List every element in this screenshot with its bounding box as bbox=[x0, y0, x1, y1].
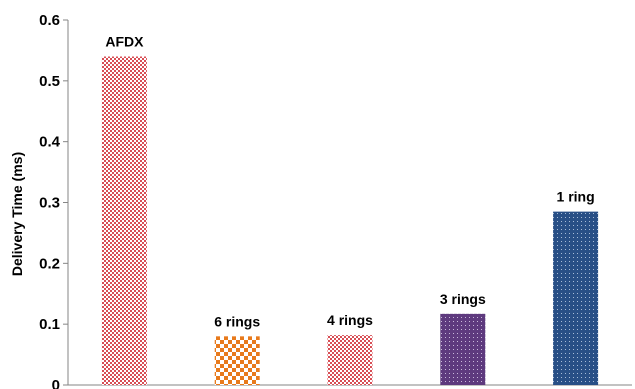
bar-3-rings bbox=[440, 313, 486, 385]
y-tick-label: 0.1 bbox=[39, 316, 60, 333]
y-tick-label: 0.4 bbox=[39, 134, 61, 151]
y-tick-label: 0.6 bbox=[39, 12, 60, 29]
bar-label-6-rings: 6 rings bbox=[214, 313, 260, 329]
y-tick-label: 0.5 bbox=[39, 73, 60, 90]
bar-label-4-rings: 4 rings bbox=[327, 312, 373, 328]
y-axis-title: Delivery Time (ms) bbox=[9, 152, 25, 276]
y-tick-label: 0.3 bbox=[39, 195, 60, 212]
bar-4-rings bbox=[327, 335, 373, 385]
y-tick-label: 0.2 bbox=[39, 255, 60, 272]
bar-6-rings bbox=[214, 336, 260, 385]
bar-afdx bbox=[101, 56, 147, 385]
bar-1-ring bbox=[553, 211, 599, 385]
bar-label-1-ring: 1 ring bbox=[557, 189, 595, 205]
bar-label-afdx: AFDX bbox=[105, 34, 144, 50]
y-tick-label: 0 bbox=[52, 377, 60, 389]
bar-label-3-rings: 3 rings bbox=[440, 291, 486, 307]
